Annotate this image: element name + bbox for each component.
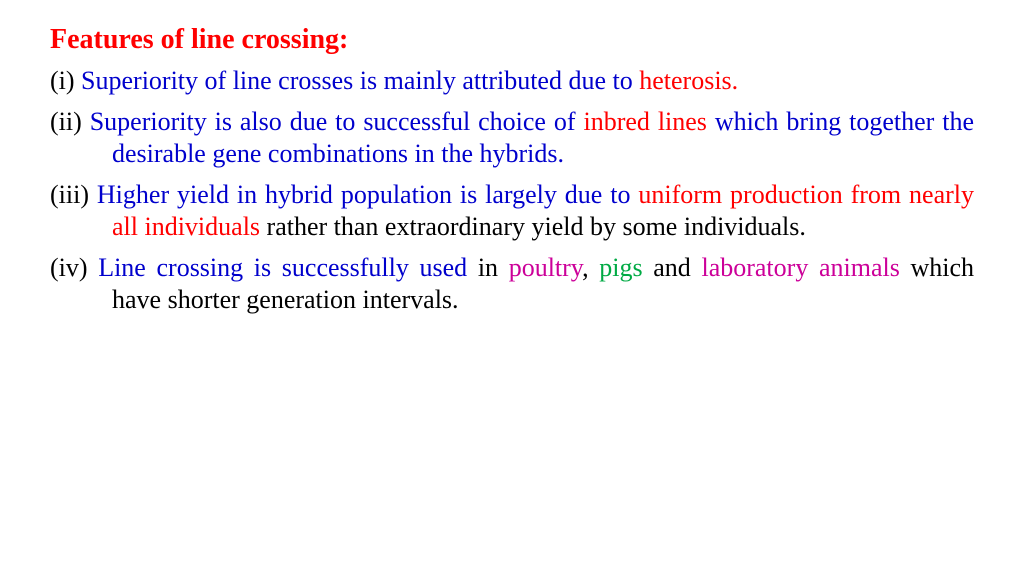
item-text-in: in bbox=[478, 253, 509, 282]
feature-item-4: (iv) Line crossing is successfully used … bbox=[50, 252, 974, 317]
item-and: and bbox=[643, 253, 702, 282]
item-example-2: pigs bbox=[599, 253, 642, 282]
slide-title: Features of line crossing: bbox=[50, 22, 974, 57]
item-highlight: heterosis. bbox=[639, 66, 738, 95]
slide-content: Features of line crossing: (i) Superiori… bbox=[0, 0, 1024, 345]
feature-item-1: (i) Superiority of line crosses is mainl… bbox=[50, 65, 974, 98]
item-highlight: inbred lines bbox=[583, 107, 714, 136]
item-example-3: laboratory animals bbox=[701, 253, 899, 282]
item-marker: (iv) bbox=[50, 253, 88, 282]
item-text: Line crossing is successfully used bbox=[98, 253, 478, 282]
item-text: Superiority is also due to successful ch… bbox=[90, 107, 584, 136]
item-example-1: poultry bbox=[509, 253, 582, 282]
item-marker: (i) bbox=[50, 66, 75, 95]
item-comma: , bbox=[582, 253, 599, 282]
feature-item-2: (ii) Superiority is also due to successf… bbox=[50, 106, 974, 171]
item-marker: (iii) bbox=[50, 180, 89, 209]
item-text: Superiority of line crosses is mainly at… bbox=[81, 66, 639, 95]
feature-item-3: (iii) Higher yield in hybrid population … bbox=[50, 179, 974, 244]
item-text-cont: rather than extraordinary yield by some … bbox=[267, 212, 806, 241]
item-text: Higher yield in hybrid population is lar… bbox=[97, 180, 638, 209]
item-marker: (ii) bbox=[50, 107, 82, 136]
